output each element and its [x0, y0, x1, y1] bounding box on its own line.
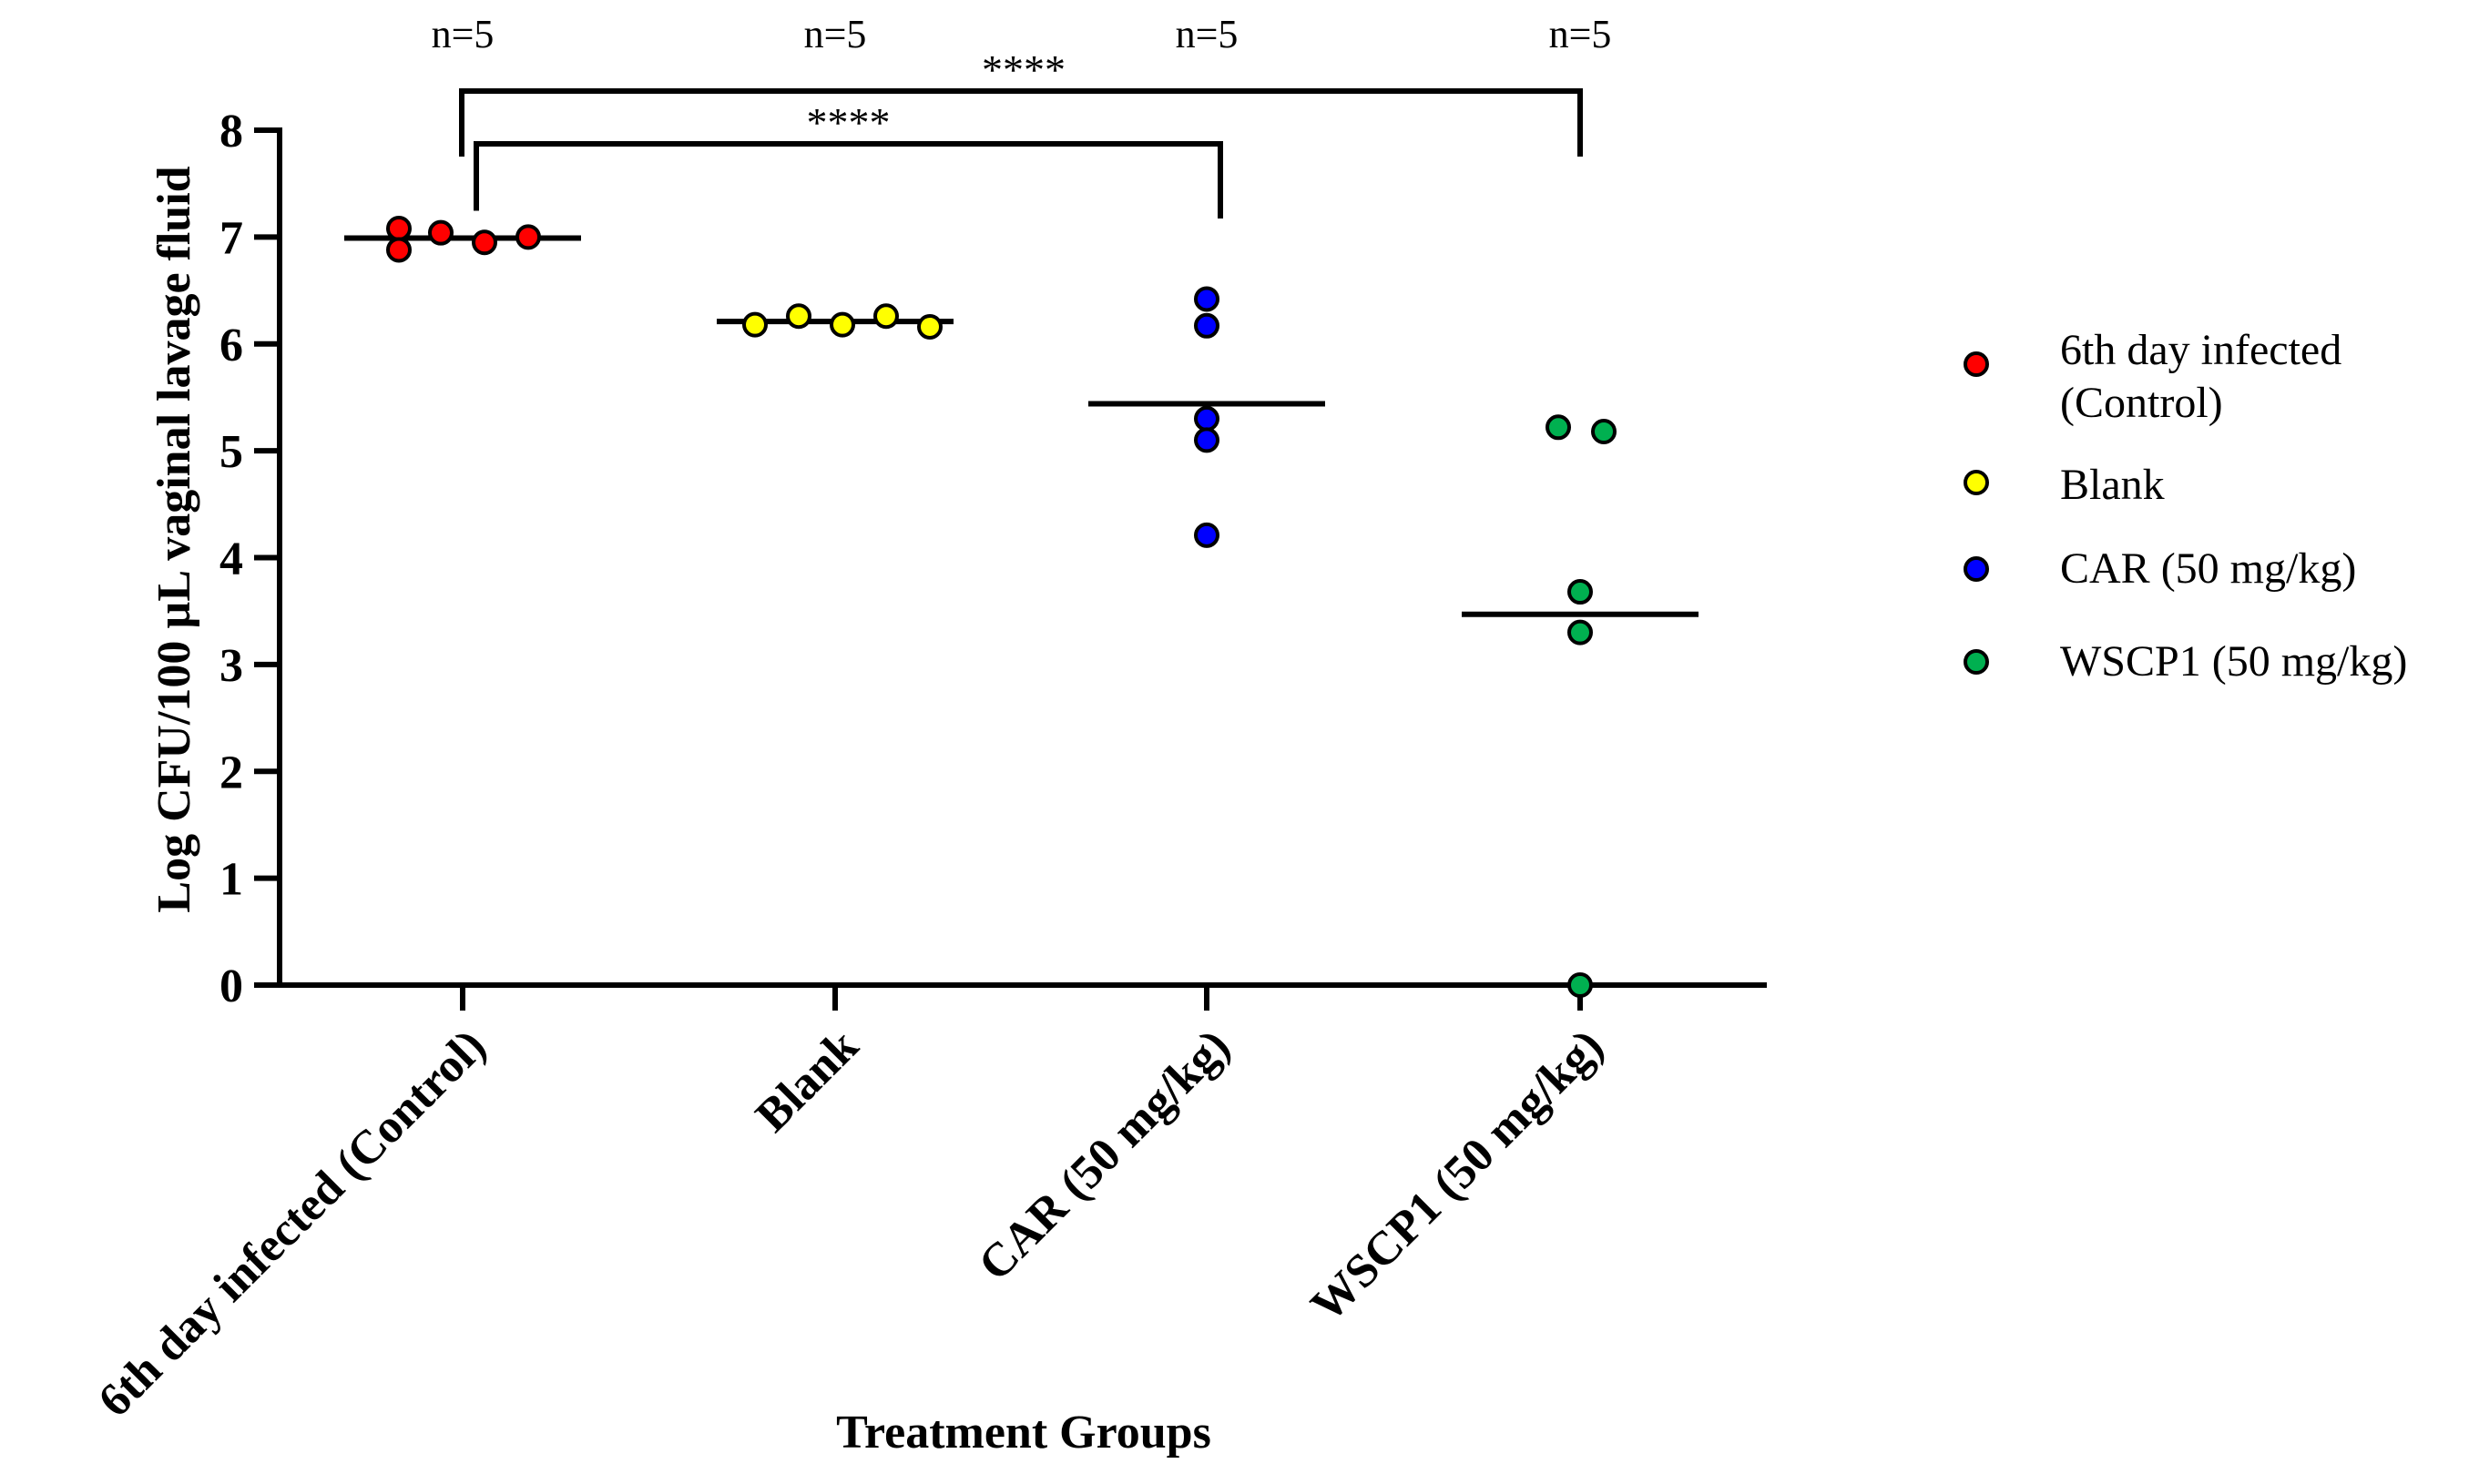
legend-label: (Control) [2060, 379, 2223, 427]
data-point [830, 311, 855, 338]
data-point [386, 237, 412, 263]
data-point [472, 229, 497, 256]
legend-label: CAR (50 mg/kg) [2060, 544, 2356, 593]
y-tick-label: 1 [219, 854, 243, 906]
data-point [1546, 414, 1571, 441]
data-point [515, 224, 541, 250]
legend-label: WSCP1 (50 mg/kg) [2060, 637, 2407, 686]
data-point [1567, 579, 1593, 605]
y-tick-label: 6 [219, 320, 243, 371]
n-label: n=5 [432, 12, 495, 56]
data-point [1194, 405, 1219, 432]
data-point [786, 303, 811, 330]
x-tick-label: 6th day infected (Control) [88, 1020, 495, 1427]
significance-bracket [459, 88, 1583, 157]
x-tick-label: CAR (50 mg/kg) [969, 1020, 1240, 1291]
data-point [1567, 619, 1593, 645]
y-tick-label: 3 [219, 640, 243, 692]
x-tick-label: WSCP1 (50 mg/kg) [1301, 1020, 1614, 1332]
n-label: n=5 [1549, 12, 1612, 56]
data-point [386, 215, 412, 241]
y-tick-label: 8 [219, 106, 243, 158]
data-point [1194, 312, 1219, 339]
data-point [742, 311, 768, 338]
legend-label: 6th day infected [2060, 326, 2341, 374]
y-tick-label: 5 [219, 426, 243, 478]
n-label: n=5 [1176, 12, 1239, 56]
data-point [1194, 522, 1219, 548]
data-point [1194, 286, 1219, 312]
y-tick-label: 4 [219, 534, 243, 585]
data-point [917, 313, 943, 340]
data-point [873, 303, 899, 330]
data-point [1591, 418, 1617, 444]
x-axis-label: Treatment Groups [836, 1407, 1211, 1459]
legend-marker [1964, 556, 1989, 582]
legend-marker [1964, 470, 1989, 495]
significance-bracket [474, 141, 1223, 219]
significance-label: **** [982, 46, 1066, 93]
x-tick-label: Blank [746, 1020, 868, 1142]
data-point [1567, 972, 1593, 998]
legend-marker [1964, 351, 1989, 377]
y-tick-label: 0 [219, 961, 243, 1012]
legend-label: Blank [2060, 461, 2165, 509]
y-tick-label: 7 [219, 212, 243, 264]
significance-label: **** [807, 99, 891, 146]
n-label: n=5 [804, 12, 867, 56]
legend-marker [1964, 649, 1989, 675]
data-point [428, 219, 454, 246]
y-tick-label: 2 [219, 747, 243, 798]
y-axis-label: Log CFU/100 µL vaginal lavage fluid [148, 166, 200, 912]
data-point [1194, 427, 1219, 453]
